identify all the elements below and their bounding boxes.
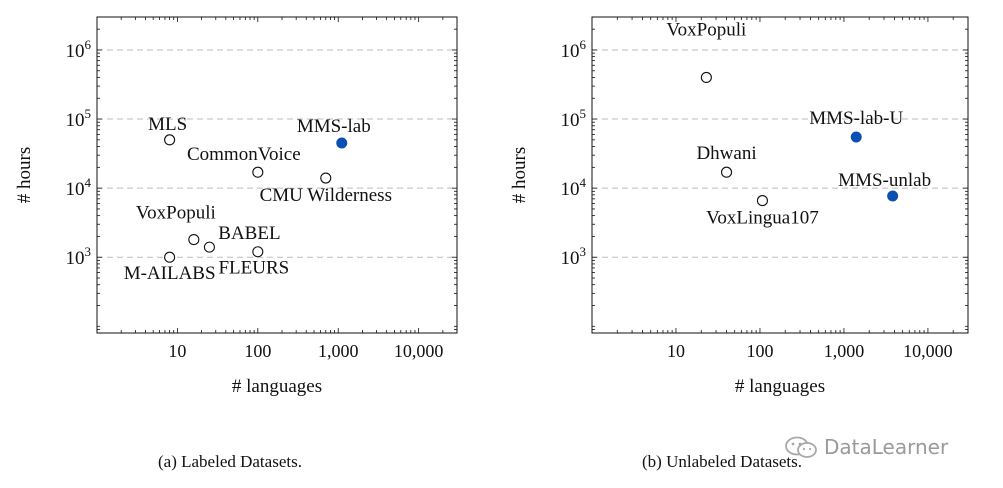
y-tick-label: 106 [561, 37, 587, 62]
point-label-mms-lab: MMS-lab [297, 116, 371, 137]
x-tick-label: 10 [667, 341, 685, 361]
chart-panel-unlabeled: 10 100 1,000 10,000 103 104 105 106 # languages #… [509, 16, 969, 397]
y-axis-label: # hours [14, 147, 35, 203]
data-point-cmu-wilderness [320, 172, 332, 184]
point-label-cmu-wilderness: CMU Wilderness [260, 185, 392, 206]
point-label-mls: MLS [148, 114, 187, 135]
x-axis-label: # languages [232, 376, 322, 397]
point-label-commonvoice: CommonVoice [187, 144, 301, 165]
wechat-icon [785, 436, 817, 458]
data-point-voxpopuli [700, 71, 712, 84]
x-tick-label: 1,000 [824, 341, 865, 361]
point-label-babel: BABEL [218, 223, 280, 244]
data-point-mls [164, 134, 176, 146]
y-tick-label: 106 [66, 37, 92, 62]
x-tick-label: 10 [168, 341, 186, 361]
plot-frame [96, 16, 458, 334]
point-label-mms-unlab: MMS-unlab [838, 170, 931, 191]
point-label-voxlingua107: VoxLingua107 [706, 208, 819, 229]
point-label-mms-lab-u: MMS-lab-U [809, 108, 903, 129]
x-tick-label: 1,000 [318, 341, 359, 361]
y-tick-label: 105 [66, 106, 92, 131]
point-label-m-ailabs: M-AILABS [124, 263, 216, 284]
data-point-voxpopuli [188, 234, 200, 246]
data-point-mms-lab-u [850, 131, 862, 143]
x-tick-label: 100 [746, 341, 773, 361]
x-tick-label: 10,000 [394, 341, 444, 361]
y-tick-label: 103 [66, 244, 92, 269]
caption-labeled: (a) Labeled Datasets. [158, 452, 302, 471]
y-axis-label: # hours [509, 147, 530, 203]
watermark-text: DataLearner [824, 435, 949, 459]
figure: 10 100 1,000 10,000 103 104 105 106 # languages #… [14, 16, 969, 397]
x-tick-label: 100 [244, 341, 271, 361]
watermark: DataLearner [784, 434, 948, 460]
y-tick-label: 105 [561, 106, 587, 131]
data-point-fleurs [252, 246, 264, 258]
x-tick-label: 10,000 [903, 341, 953, 361]
y-tick-label: 104 [561, 175, 587, 200]
plot-frame [591, 16, 969, 334]
caption-unlabeled: (b) Unlabeled Datasets. [642, 452, 803, 471]
data-point-m-ailabs [164, 251, 176, 263]
point-label-fleurs: FLEURS [218, 258, 289, 279]
data-point-voxlingua107 [756, 195, 768, 207]
y-tick-label: 103 [561, 244, 587, 269]
data-point-commonvoice [252, 166, 264, 178]
data-point-babel [203, 241, 215, 253]
point-label-voxpopuli: VoxPopuli [666, 19, 746, 40]
data-point-mms-unlab [887, 190, 899, 202]
point-label-dhwani: Dhwani [696, 143, 756, 164]
x-axis-label: # languages [735, 376, 825, 397]
y-tick-label: 104 [66, 175, 92, 200]
data-point-mms-lab [336, 137, 348, 149]
data-point-dhwani [720, 166, 733, 178]
point-label-voxpopuli: VoxPopuli [136, 203, 216, 224]
chart-panel-labeled: 10 100 1,000 10,000 103 104 105 106 # languages #… [14, 16, 458, 397]
